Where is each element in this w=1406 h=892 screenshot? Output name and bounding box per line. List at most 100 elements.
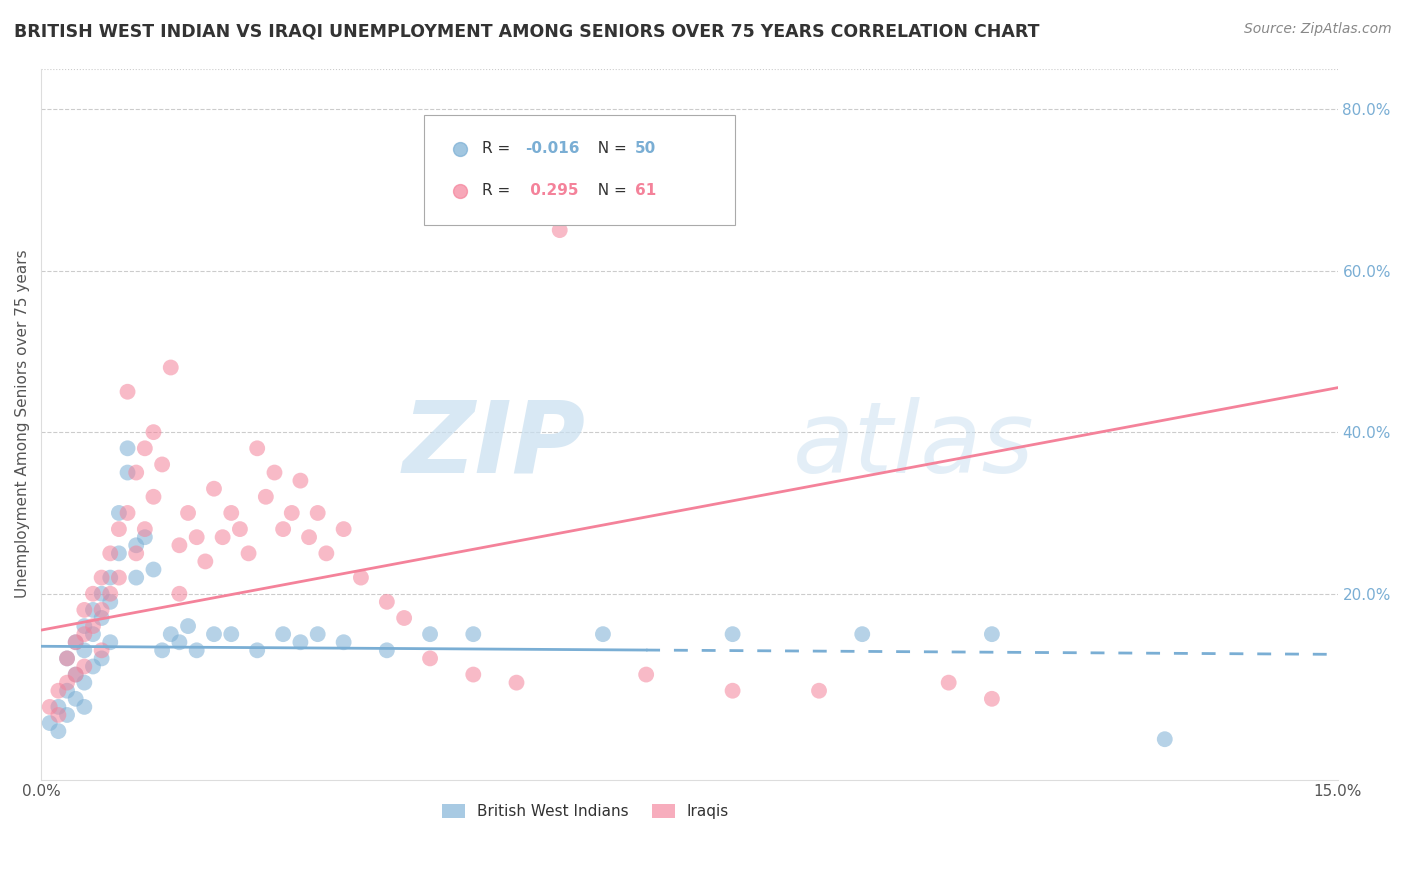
Point [592, 627, 614, 641]
Point [202, 627, 225, 641]
Point [808, 683, 831, 698]
Text: N =: N = [588, 141, 631, 156]
Text: atlas: atlas [793, 397, 1035, 494]
Point [375, 643, 398, 657]
Point [73, 675, 96, 690]
Point [117, 442, 139, 456]
Point [48, 708, 70, 723]
Point [177, 506, 200, 520]
Point [56, 651, 79, 665]
Point [419, 651, 441, 665]
Point [82, 587, 104, 601]
Point [38, 699, 60, 714]
Point [73, 659, 96, 673]
Point [548, 223, 571, 237]
Point [159, 360, 181, 375]
Point [315, 546, 337, 560]
Point [721, 683, 744, 698]
Point [290, 474, 312, 488]
Text: 50: 50 [636, 141, 657, 156]
Point [392, 611, 415, 625]
Point [938, 675, 960, 690]
Text: 61: 61 [636, 184, 657, 198]
Point [194, 554, 217, 568]
Point [90, 643, 112, 657]
Point [90, 651, 112, 665]
Point [82, 659, 104, 673]
Point [636, 667, 658, 681]
Point [65, 691, 87, 706]
Point [48, 724, 70, 739]
Point [38, 716, 60, 731]
Point [125, 466, 148, 480]
Point [73, 699, 96, 714]
Point [98, 571, 121, 585]
Point [721, 627, 744, 641]
Point [65, 667, 87, 681]
Point [142, 562, 165, 576]
FancyBboxPatch shape [423, 115, 735, 225]
Text: ZIP: ZIP [402, 397, 586, 494]
Point [56, 651, 79, 665]
Point [229, 522, 252, 536]
Point [48, 699, 70, 714]
Point [134, 530, 156, 544]
Text: -0.016: -0.016 [524, 141, 579, 156]
Text: N =: N = [588, 184, 631, 198]
Point [142, 425, 165, 439]
Point [98, 635, 121, 649]
Point [186, 643, 208, 657]
Point [108, 522, 131, 536]
Point [56, 708, 79, 723]
Point [90, 571, 112, 585]
Point [134, 442, 156, 456]
Point [108, 506, 131, 520]
Text: R =: R = [482, 184, 515, 198]
Point [219, 506, 242, 520]
Point [211, 530, 233, 544]
Point [90, 611, 112, 625]
Point [73, 643, 96, 657]
Point [290, 635, 312, 649]
Point [82, 627, 104, 641]
Point [125, 546, 148, 560]
Point [332, 635, 354, 649]
Point [82, 603, 104, 617]
Point [980, 627, 1002, 641]
Point [73, 619, 96, 633]
Point [65, 635, 87, 649]
Point [90, 603, 112, 617]
Point [150, 643, 173, 657]
Point [125, 571, 148, 585]
Point [48, 683, 70, 698]
Point [98, 595, 121, 609]
Point [98, 546, 121, 560]
Point [108, 571, 131, 585]
Point [117, 466, 139, 480]
Point [150, 458, 173, 472]
Point [202, 482, 225, 496]
Point [851, 627, 873, 641]
Point [238, 546, 260, 560]
Point [254, 490, 277, 504]
Point [980, 691, 1002, 706]
Text: 0.295: 0.295 [524, 184, 578, 198]
Point [332, 522, 354, 536]
Y-axis label: Unemployment Among Seniors over 75 years: Unemployment Among Seniors over 75 years [15, 250, 30, 599]
Legend: British West Indians, Iraqis: British West Indians, Iraqis [436, 798, 735, 825]
Point [73, 627, 96, 641]
Point [117, 384, 139, 399]
Point [65, 635, 87, 649]
Point [90, 587, 112, 601]
Point [169, 635, 191, 649]
Text: Source: ZipAtlas.com: Source: ZipAtlas.com [1244, 22, 1392, 37]
Point [375, 595, 398, 609]
Point [307, 627, 329, 641]
Point [350, 571, 373, 585]
Point [73, 603, 96, 617]
Point [159, 627, 181, 641]
Point [134, 522, 156, 536]
Point [98, 587, 121, 601]
Point [117, 506, 139, 520]
Point [169, 587, 191, 601]
